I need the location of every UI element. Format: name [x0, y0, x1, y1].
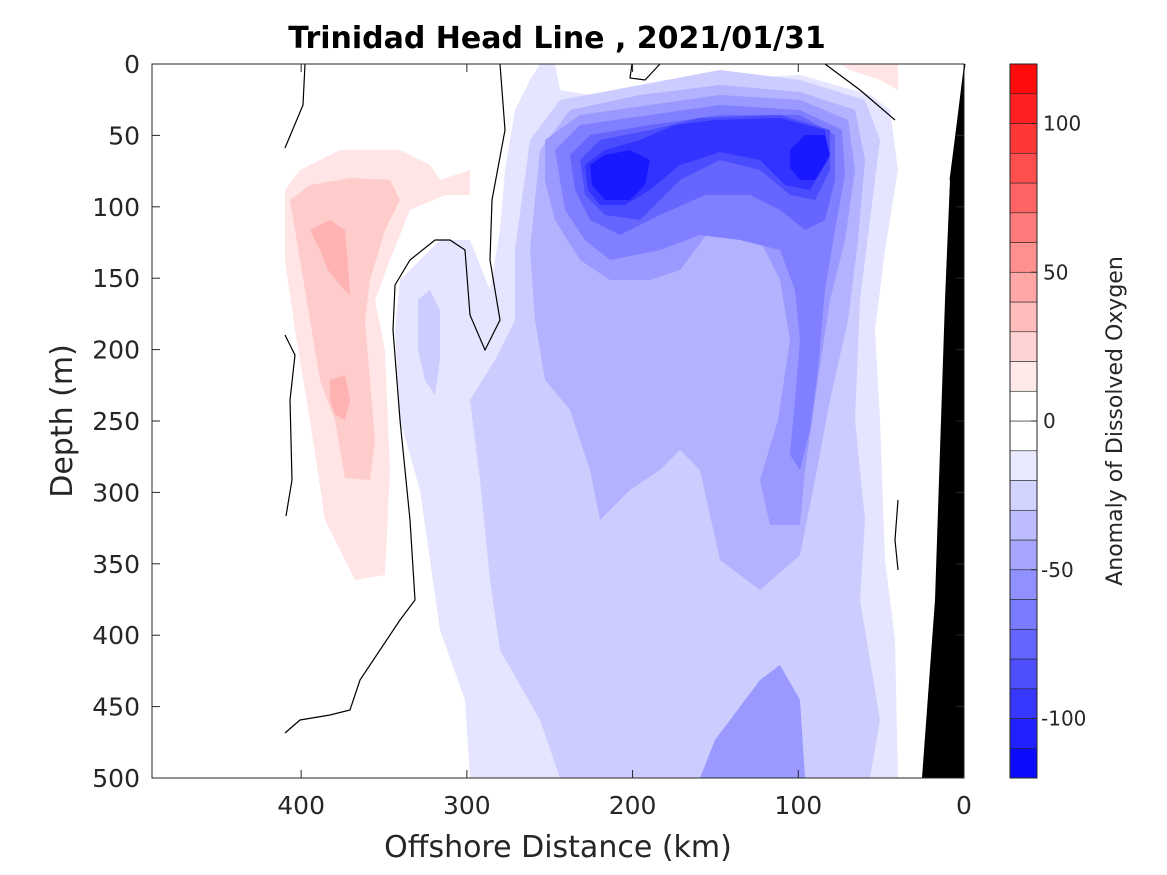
x-axis: 400 300 200 100 0 [277, 64, 972, 820]
contour-fill-pos-10b [840, 64, 898, 90]
plot-area [152, 63, 966, 778]
x-tick-label: 0 [956, 791, 972, 820]
colorbar-level [1009, 390, 1038, 422]
colorbar-level [1009, 450, 1038, 481]
bathymetry-edge [949, 63, 966, 181]
colorbar-level [1009, 152, 1038, 184]
zero-contour-line [284, 334, 296, 517]
y-tick-label: 450 [92, 693, 140, 722]
colorbar-level [1009, 242, 1038, 273]
colorbar-level [1009, 658, 1038, 690]
bathymetry-mask [922, 64, 964, 778]
colorbar-level [1009, 509, 1038, 541]
contour-fill-pos-20 [290, 178, 400, 480]
contour-fill-neg-40b [700, 665, 805, 778]
colorbar-tick-label: -100 [1041, 707, 1086, 731]
colorbar-level [1009, 628, 1038, 660]
x-tick-label: 400 [277, 791, 325, 820]
colorbar-tick-label: 100 [1043, 112, 1081, 136]
y-tick-label: 300 [92, 478, 140, 507]
y-tick-label: 400 [92, 621, 140, 650]
y-tick-label: 350 [92, 550, 140, 579]
zero-contour-line [824, 63, 896, 121]
y-axis-label: Depth (m) [45, 344, 80, 498]
x-axis-label: Offshore Distance (km) [384, 830, 732, 865]
y-tick-label: 200 [92, 336, 140, 365]
x-tick-label: 100 [774, 791, 822, 820]
colorbar-tick-label: 0 [1043, 409, 1056, 433]
colorbar-label: Anomaly of Dissolved Oxygen [1103, 256, 1128, 586]
colorbar-level [1009, 361, 1038, 392]
colorbar: 100 50 0 -50 -100 [1009, 63, 1086, 779]
contour-fill-neg-20b [418, 290, 440, 395]
colorbar-level [1009, 331, 1038, 362]
colorbar-level [1009, 718, 1038, 749]
contour-fill-neg-90b [790, 135, 830, 180]
contour-fill-neg-90 [590, 150, 650, 200]
zero-contour-line [629, 63, 661, 81]
y-tick-label: 50 [108, 121, 140, 150]
colorbar-level [1009, 63, 1038, 95]
colorbar-level [1009, 123, 1038, 154]
colorbar-level [1009, 93, 1038, 124]
y-tick-label: 150 [92, 264, 140, 293]
colorbar-level [1009, 182, 1038, 214]
anomaly-contours [285, 64, 898, 778]
colorbar-level [1009, 480, 1038, 511]
y-tick-label: 100 [92, 193, 140, 222]
plot-frame [151, 63, 965, 779]
colorbar-tick-label: 50 [1043, 260, 1068, 284]
colorbar-level [1009, 688, 1038, 719]
contour-fill-pos-30 [310, 220, 350, 295]
zero-contour-line [894, 499, 899, 571]
chart-title: Trinidad Head Line , 2021/01/31 [288, 21, 825, 56]
y-tick-label: 500 [92, 764, 140, 793]
colorbar-level [1009, 271, 1038, 303]
x-tick-label: 300 [443, 791, 491, 820]
y-tick-label: 0 [124, 50, 140, 79]
x-tick-label: 200 [609, 791, 657, 820]
colorbar-level [1009, 212, 1038, 243]
colorbar-level [1009, 599, 1038, 630]
colorbar-level [1009, 569, 1038, 600]
contour-fill-pos-30b [330, 375, 350, 420]
y-tick-label: 250 [92, 407, 140, 436]
contour-fill-neg-80 [585, 118, 828, 205]
zero-contour-lines [284, 63, 899, 734]
colorbar-level [1009, 747, 1038, 779]
colorbar-level [1009, 301, 1038, 333]
colorbar-tick-label: -50 [1041, 558, 1074, 582]
colorbar-level [1009, 420, 1038, 452]
colorbar-level [1009, 539, 1038, 571]
y-axis: 0 50 100 150 200 250 300 350 400 450 500 [92, 50, 964, 793]
zero-contour-line [284, 63, 506, 734]
zero-contour-line [284, 63, 306, 149]
